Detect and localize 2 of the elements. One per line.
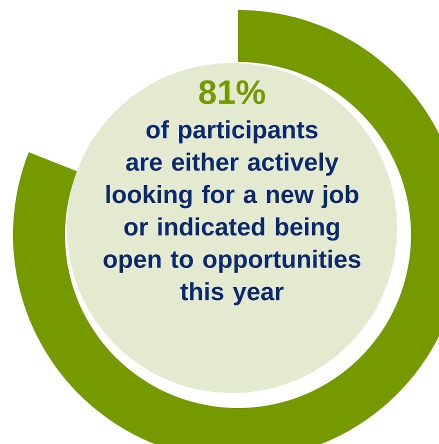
- text: of participants are either actively looking for a new job or indicated being open to opportunities this year: [104, 120, 360, 306]
- data-label: 81%: [199, 80, 266, 104]
